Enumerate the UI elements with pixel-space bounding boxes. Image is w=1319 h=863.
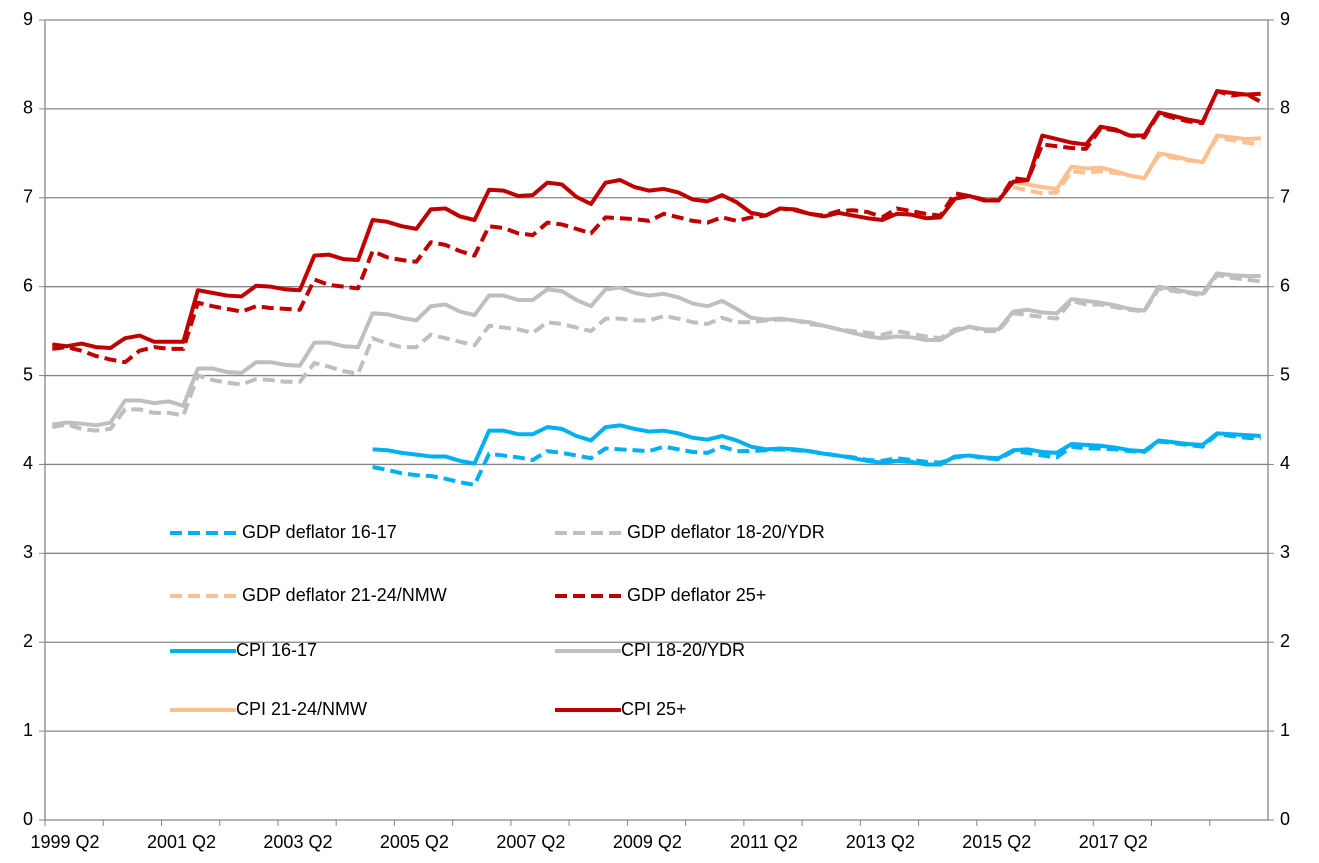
- y-tick-label: 3: [23, 542, 33, 562]
- series-line: [52, 89, 1262, 365]
- series-line: [372, 432, 1261, 487]
- y2-tick-label: 6: [1280, 275, 1290, 295]
- x-tick-label: 2017 Q2: [1079, 832, 1148, 852]
- legend-label: CPI 16-17: [236, 640, 317, 660]
- y-tick-label: 8: [23, 98, 33, 118]
- y2-tick-label: 4: [1280, 453, 1290, 473]
- y-tick-label: 7: [23, 187, 33, 207]
- x-tick-label: 2011 Q2: [730, 832, 798, 852]
- y2-tick-label: 2: [1280, 631, 1290, 651]
- series-line: [372, 423, 1261, 467]
- x-tick-label: 2005 Q2: [380, 832, 449, 852]
- y2-tick-label: 8: [1280, 98, 1290, 118]
- y-tick-label: 6: [23, 275, 33, 295]
- y2-tick-label: 9: [1280, 9, 1290, 29]
- y-tick-label: 0: [23, 809, 33, 829]
- x-tick-label: 2009 Q2: [613, 832, 682, 852]
- x-tick-label: 1999 Q2: [30, 832, 99, 852]
- x-tick-label: 2007 Q2: [496, 832, 565, 852]
- y2-tick-label: 5: [1280, 364, 1290, 384]
- y2-tick-label: 3: [1280, 542, 1290, 562]
- y-tick-label: 2: [23, 631, 33, 651]
- legend-label: GDP deflator 25+: [627, 585, 766, 605]
- x-tick-label: 2001 Q2: [147, 832, 216, 852]
- y-tick-label: 1: [23, 720, 33, 740]
- x-tick-label: 2015 Q2: [962, 832, 1031, 852]
- series-line: [52, 271, 1261, 428]
- legend-label: CPI 25+: [621, 699, 687, 719]
- legend-label: GDP deflator 16-17: [242, 522, 397, 542]
- legend-label: GDP deflator 18-20/YDR: [627, 522, 825, 542]
- x-tick-label: 2013 Q2: [846, 832, 915, 852]
- y-tick-label: 9: [23, 9, 33, 29]
- legend-label: CPI 21-24/NMW: [236, 699, 367, 719]
- legend-label: CPI 18-20/YDR: [621, 640, 745, 660]
- series-line: [1012, 133, 1261, 191]
- series-line: [51, 273, 1261, 433]
- y2-tick-label: 7: [1280, 187, 1290, 207]
- series-line: [52, 89, 1261, 350]
- y-tick-label: 5: [23, 364, 33, 384]
- legend-label: GDP deflator 21-24/NMW: [242, 585, 447, 605]
- y-tick-label: 4: [23, 453, 33, 473]
- y2-tick-label: 0: [1280, 809, 1290, 829]
- x-tick-label: 2003 Q2: [263, 832, 332, 852]
- y2-tick-label: 1: [1280, 720, 1290, 740]
